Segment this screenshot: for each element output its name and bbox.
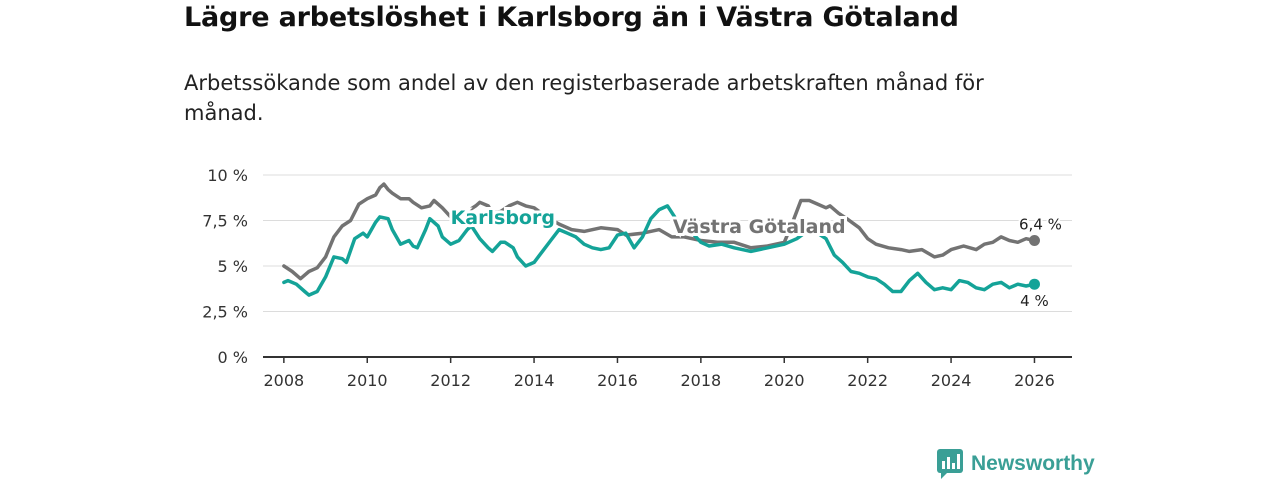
series-name-vastra-gotaland: Västra Götaland xyxy=(673,216,846,238)
end-label-karlsborg: 4 % xyxy=(1020,292,1049,310)
x-axis: 2008 2010 2012 2014 2016 2018 2020 2022 2024 2026 xyxy=(263,356,1072,390)
grid-lines xyxy=(263,174,1072,312)
series-lines xyxy=(282,182,1040,297)
series-line-karlsborg xyxy=(282,204,1037,297)
newsworthy-logo-icon xyxy=(937,449,963,479)
series-labels: 6,4 % 4 % Västra Götaland Karlsborg xyxy=(448,204,1064,312)
x-tick-label: 2014 xyxy=(514,371,555,390)
end-label-vastra-gotaland: 6,4 % xyxy=(1019,216,1062,234)
x-tick-label: 2008 xyxy=(263,371,304,390)
y-tick-label: 7,5 % xyxy=(202,212,248,231)
x-tick-label: 2022 xyxy=(847,371,888,390)
x-tick-label: 2020 xyxy=(764,371,805,390)
x-tick-label: 2016 xyxy=(597,371,638,390)
x-tick-label: 2024 xyxy=(931,371,972,390)
y-axis-tick-labels: 0 % 2,5 % 5 % 7,5 % 10 % xyxy=(202,166,248,367)
y-tick-label: 10 % xyxy=(207,166,248,185)
newsworthy-brand: Newsworthy xyxy=(937,449,1095,479)
end-point-karlsborg xyxy=(1028,278,1040,290)
y-tick-label: 0 % xyxy=(218,348,248,367)
x-tick-label: 2010 xyxy=(347,371,388,390)
series-line-vastra-gotaland xyxy=(282,182,1037,281)
x-tick-label: 2018 xyxy=(681,371,722,390)
brand-name: Newsworthy xyxy=(971,452,1095,475)
y-tick-label: 5 % xyxy=(218,257,248,276)
y-tick-label: 2,5 % xyxy=(202,303,248,322)
chart-subtitle: Arbetssökande som andel av den registerb… xyxy=(184,71,984,125)
chart-title: Lägre arbetslöshet i Karlsborg än i Väst… xyxy=(184,2,959,33)
x-tick-label: 2026 xyxy=(1014,371,1055,390)
series-name-karlsborg: Karlsborg xyxy=(451,207,555,229)
end-point-vastra-gotaland xyxy=(1028,235,1040,247)
x-tick-label: 2012 xyxy=(430,371,471,390)
